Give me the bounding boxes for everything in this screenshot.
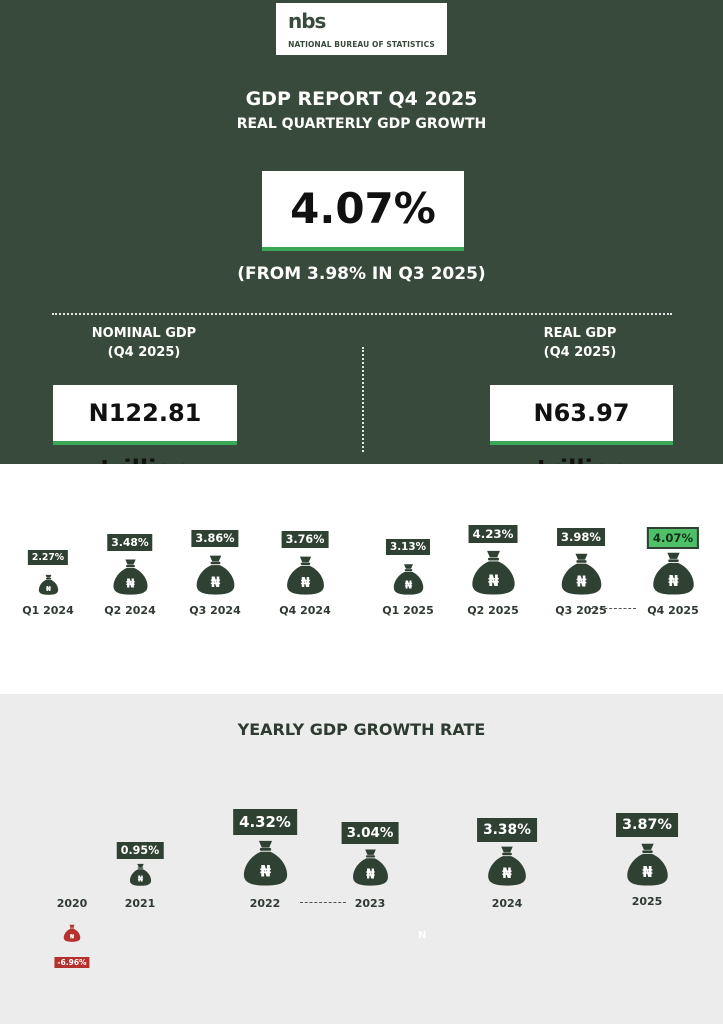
quarter-value-label: 3.48% <box>107 534 153 551</box>
quarter-bag: ₦ <box>554 552 609 599</box>
year-bag: ₦ <box>480 845 534 890</box>
money-bag-icon: ₦ <box>286 556 324 595</box>
naira-icon: ₦ <box>300 575 310 591</box>
year-value-label: -6.96% <box>54 957 90 968</box>
money-bag-icon: ₦ <box>561 553 601 595</box>
year-category-label: 2025 <box>631 895 663 908</box>
money-bag-icon: ₦ <box>652 552 694 595</box>
money-bag-icon: ₦ <box>626 843 668 886</box>
naira-icon: ₦ <box>576 573 586 590</box>
dashed-connector <box>300 902 346 903</box>
dotted-divider <box>52 313 672 315</box>
nominal-gdp-period: (Q4 2025) <box>107 345 181 360</box>
dotted-divider-vertical <box>362 347 364 452</box>
quarter-category-label: Q1 2024 <box>22 604 74 617</box>
quarter-value-label: 3.76% <box>281 531 329 548</box>
year-bag-negative: ₦ <box>61 924 83 946</box>
stray-currency-mark: N <box>418 930 427 941</box>
real-gdp-title: REAL GDP <box>543 326 617 341</box>
logo-mark: nbs <box>288 9 326 33</box>
year-category-label: 2021 <box>124 897 156 910</box>
yearly-growth-chart: YEARLY GDP GROWTH RATE N ₦ -6.96% 2020 ₦ 0.9… <box>0 694 723 1024</box>
headline-comparison: (FROM 3.98% IN Q3 2025) <box>237 264 486 284</box>
money-bag-icon: ₦ <box>63 924 81 942</box>
quarter-value-label: 4.07% <box>646 527 700 549</box>
money-bag-icon: ₦ <box>393 564 423 595</box>
naira-icon: ₦ <box>46 584 51 593</box>
quarter-value-label: 4.23% <box>468 525 518 543</box>
quarter-bag: ₦ <box>107 558 154 599</box>
year-category-label: 2024 <box>491 897 523 910</box>
naira-icon: ₦ <box>488 571 499 590</box>
money-bag-icon: ₦ <box>488 846 526 886</box>
quarter-category-label: Q2 2025 <box>467 604 519 617</box>
quarter-bag: ₦ <box>388 563 429 599</box>
year-value-label: 4.32% <box>233 809 297 836</box>
year-category-label: 2023 <box>354 897 386 910</box>
naira-icon: ₦ <box>502 866 512 882</box>
year-value-label: 3.04% <box>341 821 399 844</box>
real-gdp-label: REAL GDP (Q4 2025) <box>520 324 640 362</box>
naira-icon: ₦ <box>210 575 220 591</box>
report-title: GDP REPORT Q4 2025 <box>245 88 478 110</box>
quarter-bag: ₦ <box>464 549 523 599</box>
year-bag: ₦ <box>234 839 297 890</box>
quarter-category-label: Q2 2024 <box>104 604 156 617</box>
naira-icon: ₦ <box>259 862 270 881</box>
money-bag-icon: ₦ <box>112 559 148 595</box>
quarter-value-label: 3.13% <box>385 539 431 555</box>
nominal-gdp-title: NOMINAL GDP <box>91 326 197 341</box>
naira-icon: ₦ <box>126 576 135 591</box>
naira-icon: ₦ <box>366 867 375 882</box>
year-category-label: 2020 <box>56 897 88 910</box>
nbs-logo: nbs NATIONAL BUREAU OF STATISTICS <box>276 3 447 55</box>
quarter-bag: ₦ <box>35 574 62 599</box>
naira-icon: ₦ <box>668 572 679 590</box>
nominal-gdp-value: N122.81 trillion <box>53 385 237 483</box>
money-bag-icon: ₦ <box>471 550 515 595</box>
quarter-value-label: 3.98% <box>557 528 605 546</box>
headline-growth-value: 4.07% <box>262 171 464 251</box>
money-bag-icon: ₦ <box>196 555 234 595</box>
nominal-gdp-label: NOMINAL GDP (Q4 2025) <box>78 324 210 362</box>
year-value-label: 3.38% <box>477 817 537 842</box>
quarter-category-label: Q1 2025 <box>382 604 434 617</box>
year-value-label: 3.87% <box>616 813 678 838</box>
money-bag-icon: ₦ <box>352 849 388 886</box>
money-bag-icon: ₦ <box>243 840 287 886</box>
quarter-category-label: Q4 2024 <box>279 604 331 617</box>
quarter-category-label: Q3 2024 <box>189 604 241 617</box>
year-bag: ₦ <box>125 863 156 890</box>
year-value-label: 0.95% <box>116 842 164 860</box>
year-category-label: 2022 <box>249 897 281 910</box>
money-bag-icon: ₦ <box>38 574 58 595</box>
quarter-value-label: 2.27% <box>27 550 69 565</box>
quarter-bag: ₦ <box>645 551 702 599</box>
yearly-chart-title: YEARLY GDP GROWTH RATE <box>237 720 486 739</box>
quarter-bag: ₦ <box>280 555 331 599</box>
report-subtitle: REAL QUARTERLY GDP GROWTH <box>236 116 487 132</box>
dashed-connector <box>590 608 636 609</box>
year-bag: ₦ <box>618 842 677 890</box>
quarter-value-label: 3.86% <box>191 530 239 547</box>
quarter-category-label: Q4 2025 <box>647 604 699 617</box>
quarterly-growth-chart: ₦ 2.27% Q1 2024 ₦ 3.48% Q2 2024 ₦ 3.86% Q3 2024 ₦… <box>0 464 723 694</box>
real-gdp-value: N63.97 trillion <box>490 385 673 483</box>
naira-icon: ₦ <box>404 579 412 592</box>
naira-icon: ₦ <box>70 933 75 940</box>
naira-icon: ₦ <box>642 863 653 881</box>
naira-icon: ₦ <box>137 874 143 883</box>
real-gdp-period: (Q4 2025) <box>543 345 617 360</box>
year-bag: ₦ <box>345 848 396 890</box>
logo-text: NATIONAL BUREAU OF STATISTICS <box>288 40 435 49</box>
money-bag-icon: ₦ <box>129 863 151 886</box>
quarter-category-label: Q3 2025 <box>555 604 607 617</box>
summary-panel: nbs NATIONAL BUREAU OF STATISTICS GDP RE… <box>0 0 723 483</box>
quarter-bag: ₦ <box>189 554 242 599</box>
